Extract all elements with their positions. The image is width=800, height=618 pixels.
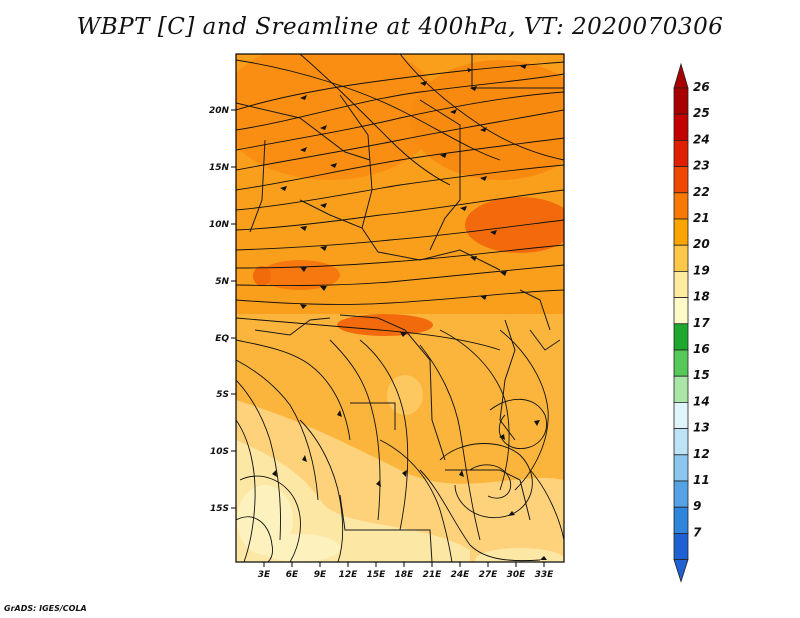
lon-label: 24E <box>451 570 471 580</box>
colorbar-label: 24 <box>693 132 710 146</box>
lon-label: 6E <box>286 570 299 580</box>
colorbar-swatch <box>673 533 689 561</box>
colorbar-label: 15 <box>693 368 710 382</box>
lat-label: 5S <box>216 390 229 400</box>
colorbar-label: 19 <box>693 263 710 277</box>
colorbar-label: 18 <box>693 290 710 304</box>
lat-label: 15N <box>209 163 230 173</box>
lat-ticks <box>231 109 236 509</box>
colorbar-label: 9 <box>693 499 701 513</box>
lat-label: 5N <box>215 277 229 287</box>
lat-label: 10S <box>210 447 229 457</box>
lon-label: 27E <box>479 570 499 580</box>
colorbar-swatch <box>673 297 689 325</box>
colorbar-bottom-arrow <box>673 559 689 583</box>
lon-label: 3E <box>258 570 271 580</box>
colorbar-label: 14 <box>693 394 710 408</box>
lon-label: 9E <box>314 570 327 580</box>
streamlines <box>236 54 564 562</box>
colorbar-label: 23 <box>693 159 710 173</box>
lon-label: 12E <box>339 570 359 580</box>
colorbar-swatch <box>673 166 689 194</box>
colorbar: 26 25 24 23 22 21 20 19 18 17 16 15 14 13 12 11 9 7 <box>673 62 710 583</box>
colorbar-swatch <box>673 349 689 377</box>
credit-label: GrADS: IGES/COLA <box>4 604 87 613</box>
colorbar-swatch <box>673 323 689 351</box>
colorbar-label: 11 <box>693 473 710 487</box>
lat-label: 20N <box>209 106 230 116</box>
colorbar-swatch <box>673 401 689 429</box>
lat-label: EQ <box>215 334 229 344</box>
colorbar-label: 21 <box>693 211 710 225</box>
map-frame <box>235 53 565 563</box>
lon-ticks <box>263 562 545 567</box>
lon-label: 15E <box>367 570 387 580</box>
lon-label: 33E <box>535 570 555 580</box>
colorbar-swatch <box>673 192 689 220</box>
colorbar-swatch <box>673 454 689 482</box>
wbpt-shading <box>236 54 564 562</box>
colorbar-label: 16 <box>693 342 710 356</box>
lat-label: 15S <box>210 504 229 514</box>
colorbar-label: 25 <box>693 106 710 120</box>
colorbar-swatch <box>673 428 689 456</box>
colorbar-swatch <box>673 270 689 298</box>
lon-label: 21E <box>423 570 443 580</box>
colorbar-label: 22 <box>693 185 710 199</box>
colorbar-label: 13 <box>693 421 710 435</box>
country-borders <box>236 54 564 562</box>
lon-label: 18E <box>395 570 415 580</box>
colorbar-label: 17 <box>693 316 710 330</box>
colorbar-label: 7 <box>693 525 702 539</box>
colorbar-label: 26 <box>693 80 710 94</box>
lat-label: 10N <box>209 220 230 230</box>
colorbar-swatch <box>673 218 689 246</box>
colorbar-swatch <box>673 87 689 115</box>
colorbar-top-arrow <box>673 62 689 89</box>
lon-label: 30E <box>507 570 527 580</box>
colorbar-label: 12 <box>693 447 710 461</box>
colorbar-label: 20 <box>693 237 710 251</box>
colorbar-swatch <box>673 244 689 272</box>
colorbar-swatch <box>673 375 689 403</box>
chart-title: WBPT [C] and Sreamline at 400hPa, VT: 20… <box>76 14 724 40</box>
colorbar-swatch <box>673 113 689 141</box>
colorbar-swatch <box>673 139 689 167</box>
colorbar-swatch <box>673 506 689 534</box>
colorbar-swatch <box>673 480 689 508</box>
streamline-arrows <box>272 64 547 560</box>
